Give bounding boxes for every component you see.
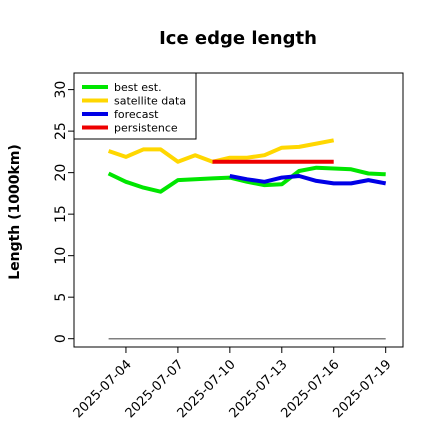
y-axis-ticks: 0 5 10 15 20 25 30: [53, 81, 74, 343]
legend-label: persistence: [114, 122, 178, 135]
y-axis-label: Length (1000km): [7, 144, 23, 280]
y-tick-label: 25: [53, 122, 69, 140]
y-tick-label: 0: [53, 334, 69, 343]
y-tick-label: 20: [53, 164, 69, 182]
x-axis-ticks: 2025-07-042025-07-072025-07-102025-07-13…: [71, 347, 395, 421]
y-tick-label: 10: [53, 247, 69, 265]
chart-title: Ice edge length: [159, 28, 317, 49]
series-line-satellite-data: [107, 138, 335, 164]
series-line-best-est-: [107, 165, 386, 194]
y-tick-label: 30: [53, 81, 69, 99]
legend-label: forecast: [114, 108, 159, 121]
legend-label: satellite data: [114, 95, 186, 108]
y-tick-label: 15: [53, 205, 69, 223]
series-line-forecast: [229, 174, 387, 186]
legend-label: best est.: [114, 81, 162, 94]
y-tick-label: 5: [53, 293, 69, 302]
plot-frame: [73, 72, 404, 348]
plot-lines: [107, 138, 387, 340]
legend: best est.satellite dataforecastpersisten…: [73, 72, 197, 140]
